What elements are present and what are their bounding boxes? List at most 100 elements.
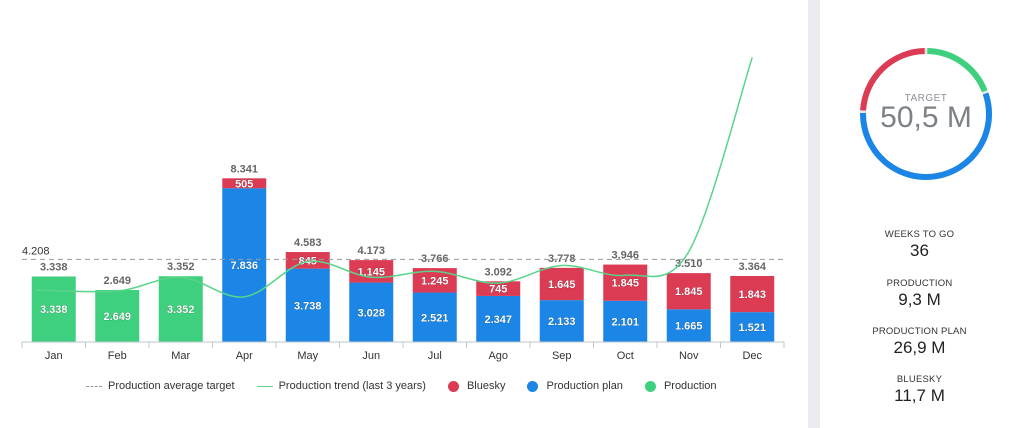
stat-label: PRODUCTION PLAN (872, 326, 967, 337)
stat-production-plan: PRODUCTION PLAN 26,9 M (820, 326, 1019, 358)
dot-icon (447, 380, 459, 392)
legend-label: Production (663, 380, 717, 392)
legend-item-average-target[interactable]: Production average target (86, 380, 235, 392)
data-label: 1.245 (421, 275, 449, 287)
data-label: 3.352 (167, 304, 195, 316)
x-tick-label: Sep (552, 350, 572, 362)
line-icon (256, 385, 273, 387)
bar-production (158, 276, 203, 342)
bar-bluesky (666, 273, 711, 310)
stat-production: PRODUCTION 9,3 M (820, 278, 1019, 310)
gauge-segment-production-plan (860, 92, 992, 180)
x-tick-label: May (297, 350, 318, 362)
total-label: 3.766 (421, 253, 449, 265)
stat-label: PRODUCTION (886, 278, 953, 289)
panel-divider (808, 0, 820, 428)
bar-bluesky (603, 264, 648, 301)
total-label: 4.583 (294, 237, 322, 249)
data-label: 1.845 (675, 286, 703, 298)
total-label: 2.649 (103, 275, 131, 287)
bar-production-plan (666, 309, 711, 342)
stat-label: WEEKS TO GO (884, 229, 955, 240)
data-label: 3.028 (357, 307, 385, 319)
bar-bluesky (476, 281, 521, 296)
data-label: 2.133 (548, 316, 576, 328)
donut-ring (860, 48, 992, 180)
stat-bluesky: BLUESKY 11,7 M (820, 374, 1019, 406)
legend-item-trend[interactable]: Production trend (last 3 years) (256, 380, 426, 392)
total-label: 3.092 (484, 266, 512, 278)
data-label: 745 (489, 284, 507, 296)
bar-production-plan (603, 300, 648, 342)
total-label: 3.946 (611, 250, 639, 262)
data-label: 3.738 (294, 300, 322, 312)
data-label: 2.521 (421, 312, 449, 324)
gauge-value: 50,5 M (880, 101, 972, 134)
legend-item-production[interactable]: Production (644, 380, 717, 392)
x-tick-label: Oct (617, 350, 634, 362)
stat-weeks-to-go: WEEKS TO GO 36 (820, 229, 1019, 261)
bar-production (31, 276, 76, 342)
legend-item-bluesky[interactable]: Bluesky (447, 380, 506, 392)
x-tick-label: Jun (362, 350, 380, 362)
dot-icon (644, 380, 656, 392)
bar-production-plan (222, 188, 267, 342)
data-label: 1.521 (738, 322, 766, 334)
dot-icon (527, 380, 539, 392)
data-label: 505 (235, 178, 253, 190)
stat-value: 11,7 M (894, 386, 945, 405)
chart-area: 3.338 3.338 2.649 2.649 3.352 3.352 7.836 505 8.… (21, 57, 785, 395)
dashed-line-icon (86, 385, 102, 387)
chart-legend: Production average target Production tre… (86, 377, 739, 395)
data-label: 1.843 (738, 289, 766, 301)
x-tick-label: Dec (742, 350, 762, 362)
total-label: 4.173 (357, 245, 385, 257)
data-label: 1.665 (675, 321, 703, 333)
total-label: 8.341 (230, 163, 258, 175)
gauge-title: TARGET (904, 93, 948, 104)
total-label: 3.364 (738, 261, 766, 273)
average-target-label: 4.208 (22, 245, 50, 257)
total-label: 3.778 (548, 253, 576, 265)
bar-production-plan (349, 282, 394, 342)
data-label: 2.649 (103, 311, 131, 323)
data-label: 2.101 (611, 316, 639, 328)
bar-bluesky (222, 178, 267, 189)
legend-label: Production trend (last 3 years) (278, 380, 426, 392)
data-label: 1.845 (611, 278, 639, 290)
stat-value: 36 (910, 241, 929, 260)
bar-production-plan (539, 300, 584, 342)
x-tick-label: Jan (45, 350, 63, 362)
total-label: 3.338 (40, 261, 68, 273)
target-gauge: TARGET 50,5 M (856, 44, 996, 184)
trend-line (35, 57, 753, 298)
x-tick-label: Feb (108, 350, 127, 362)
x-tick-label: Jul (428, 350, 442, 362)
stat-value: 26,9 M (893, 338, 946, 357)
legend-label: Production average target (108, 380, 235, 392)
bar-production-plan (285, 268, 330, 342)
x-tick-label: Ago (488, 350, 508, 362)
stat-label: BLUESKY (896, 374, 943, 385)
summary-panel: TARGET 50,5 M WEEKS TO GO 36 PRODUCTION … (820, 0, 1019, 428)
total-label: 3.352 (167, 261, 195, 273)
gauge-segment-bluesky (860, 48, 925, 111)
data-label: 7.836 (230, 260, 258, 272)
legend-label: Production plan (546, 380, 623, 392)
legend-label: Bluesky (466, 380, 506, 392)
bar-production-plan (476, 295, 521, 342)
x-tick-label: Mar (171, 350, 190, 362)
x-tick-label: Nov (679, 350, 699, 362)
x-tick-label: Apr (236, 350, 253, 362)
data-label: 3.338 (40, 304, 68, 316)
stat-value: 9,3 M (898, 290, 941, 309)
legend-item-production-plan[interactable]: Production plan (527, 380, 623, 392)
bar-production-plan (730, 312, 775, 342)
bar-bluesky (730, 275, 775, 313)
stacked-bar-chart: 3.338 3.338 2.649 2.649 3.352 3.352 7.836 505 8.… (21, 57, 785, 362)
bar-production-plan (412, 292, 457, 342)
gauge-segment-production (927, 48, 988, 93)
bar-production (95, 290, 140, 342)
data-label: 1.645 (548, 279, 576, 291)
bar-bluesky (539, 267, 584, 301)
